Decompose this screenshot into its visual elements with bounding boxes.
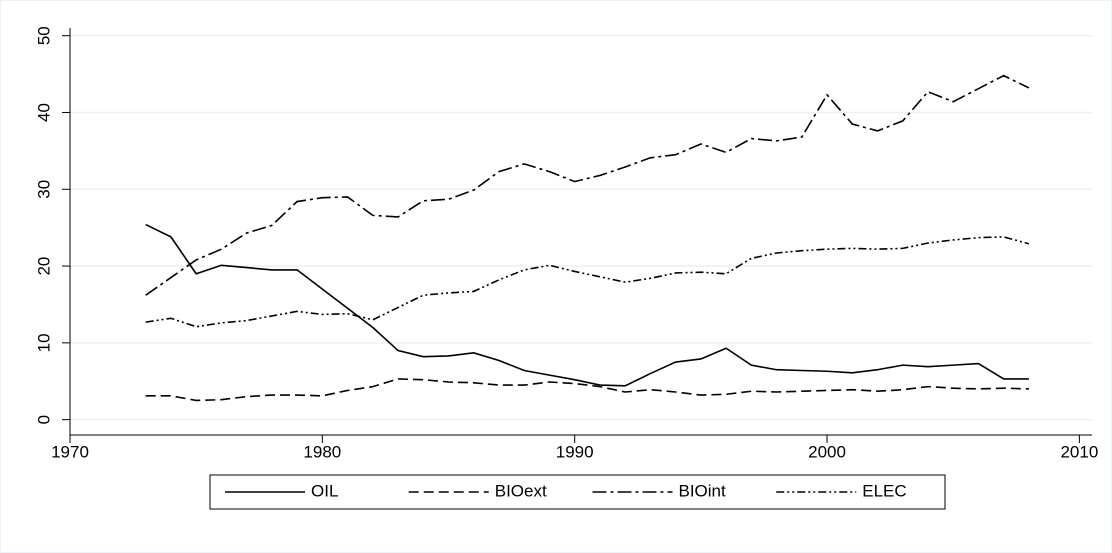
legend-label: BIOext [495,481,547,500]
legend-label: OIL [311,481,338,500]
series-line [145,378,1029,402]
y-tick-label: 50 [34,26,53,45]
y-tick-label: 0 [34,415,53,424]
y-tick-label: 10 [34,333,53,352]
y-tick-label: 20 [34,257,53,276]
legend-label: ELEC [862,481,906,500]
y-tick-label: 40 [34,103,53,122]
series-line [145,74,1030,296]
x-tick-label: 1980 [303,442,341,461]
series-line [145,236,1030,328]
x-tick-label: 1990 [556,442,594,461]
legend-label: BIOint [679,481,727,500]
x-tick-label: 1970 [51,442,89,461]
x-tick-label: 2000 [808,442,846,461]
y-tick-label: 30 [34,180,53,199]
series-line [145,223,1029,387]
x-tick-label: 2010 [1060,442,1098,461]
